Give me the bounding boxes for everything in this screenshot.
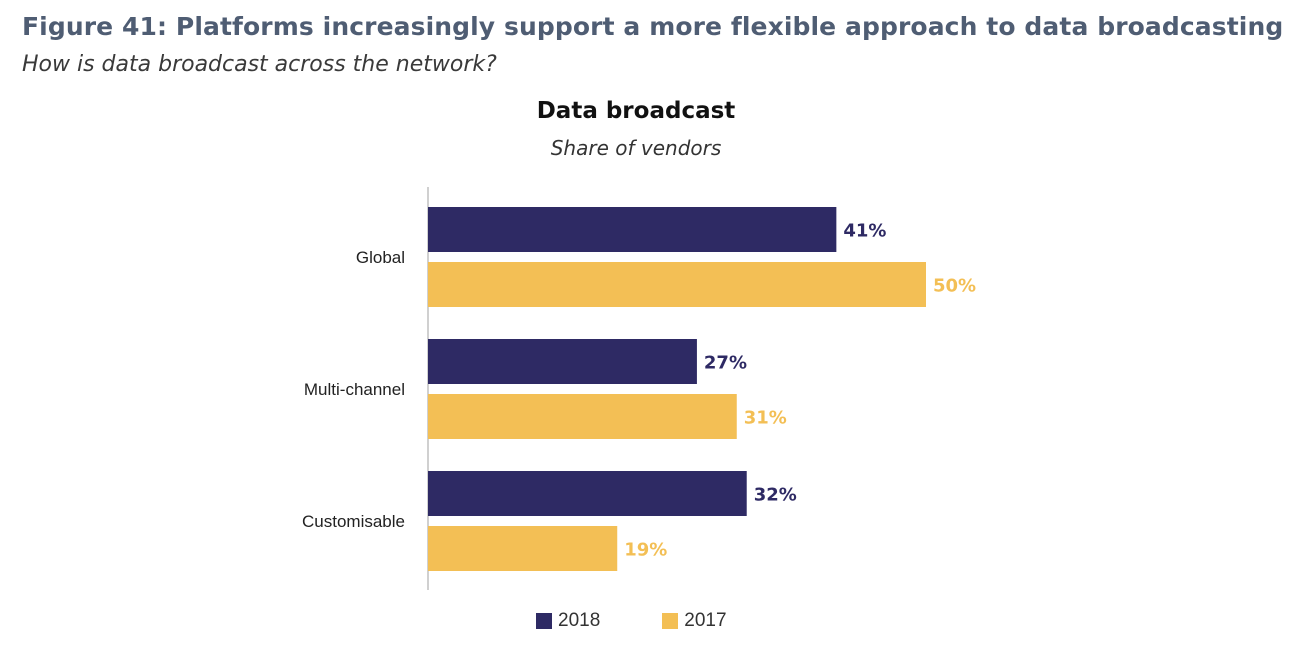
bar-2017-customisable xyxy=(428,526,618,571)
data-label: 32% xyxy=(754,485,797,506)
bar-2018-customisable xyxy=(428,471,747,516)
bar-2017-global xyxy=(428,262,926,307)
data-label: 41% xyxy=(843,221,886,242)
legend-item-2017: 2017 xyxy=(662,610,727,632)
figure-title: Figure 41: Platforms increasingly suppor… xyxy=(22,12,1284,41)
data-label: 19% xyxy=(624,540,667,561)
bar-2017-multi-channel xyxy=(428,394,737,439)
legend-label-2017: 2017 xyxy=(684,610,727,631)
legend-swatch-2017 xyxy=(662,613,679,629)
chart-title: Data broadcast xyxy=(536,98,736,124)
bar-2018-global xyxy=(428,207,837,252)
category-label: Multi-channel xyxy=(304,380,405,399)
legend-swatch-2018 xyxy=(536,613,552,629)
legend-label-2018: 2018 xyxy=(558,610,601,631)
chart-legend: 2018 2017 xyxy=(536,610,789,632)
bar-2018-multi-channel xyxy=(428,339,697,384)
chart-subtitle: Share of vendors xyxy=(550,136,722,160)
category-label: Global xyxy=(356,248,405,267)
figure-subtitle: How is data broadcast across the network… xyxy=(22,52,497,77)
data-label: 27% xyxy=(704,353,747,374)
category-label: Customisable xyxy=(302,512,405,531)
data-label: 31% xyxy=(744,408,787,429)
data-label: 50% xyxy=(933,276,976,297)
legend-item-2018: 2018 xyxy=(536,610,600,632)
